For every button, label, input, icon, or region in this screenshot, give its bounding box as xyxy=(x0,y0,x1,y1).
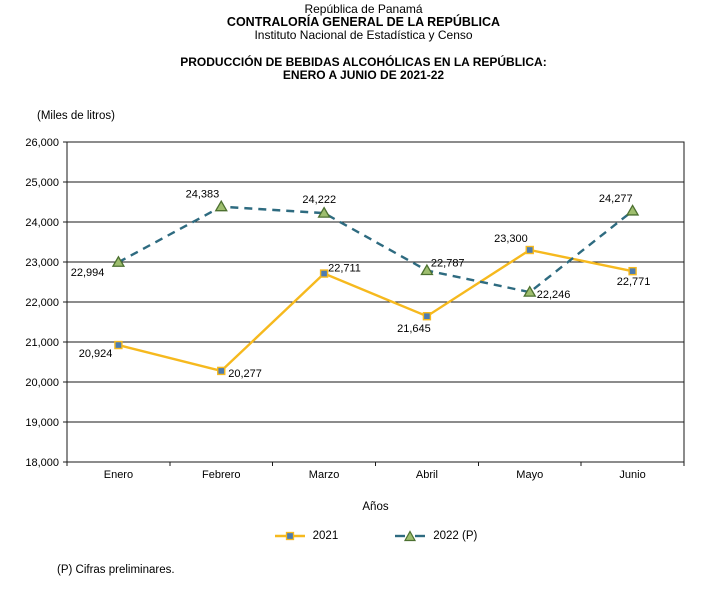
svg-text:22,994: 22,994 xyxy=(71,267,105,279)
institution-name: CONTRALORÍA GENERAL DE LA REPÚBLICA xyxy=(226,15,501,29)
country-name: República de Panamá xyxy=(304,2,423,16)
svg-text:21,645: 21,645 xyxy=(397,323,431,335)
svg-text:24,277: 24,277 xyxy=(599,193,633,205)
y-axis-title: (Miles de litros) xyxy=(37,110,115,122)
svg-text:24,383: 24,383 xyxy=(186,189,220,201)
svg-text:24,222: 24,222 xyxy=(302,194,336,206)
svg-text:20,000: 20,000 xyxy=(25,377,59,389)
svg-text:Febrero: Febrero xyxy=(202,469,241,481)
svg-text:22,771: 22,771 xyxy=(617,276,651,288)
svg-text:Enero: Enero xyxy=(104,469,133,481)
legend-label-2022: 2022 (P) xyxy=(433,530,478,542)
chart-title-line2: ENERO A JUNIO DE 2021-22 xyxy=(282,68,445,82)
svg-text:19,000: 19,000 xyxy=(25,417,59,429)
svg-text:22,787: 22,787 xyxy=(431,258,465,270)
report-header: República de Panamá CONTRALORÍA GENERAL … xyxy=(0,3,727,42)
svg-text:18,000: 18,000 xyxy=(25,457,59,469)
svg-text:21,000: 21,000 xyxy=(25,337,59,349)
svg-text:22,000: 22,000 xyxy=(25,297,59,309)
legend-item-2021: 2021 xyxy=(274,530,339,542)
svg-text:Junio: Junio xyxy=(619,469,645,481)
footnote: (P) Cifras preliminares. xyxy=(57,564,175,576)
svg-text:Marzo: Marzo xyxy=(309,469,340,481)
chart-title: PRODUCCIÓN DE BEBIDAS ALCOHÓLICAS EN LA … xyxy=(0,56,727,82)
svg-text:20,277: 20,277 xyxy=(228,368,262,380)
svg-text:26,000: 26,000 xyxy=(25,137,59,149)
svg-text:22,711: 22,711 xyxy=(328,263,361,275)
x-axis-title: Años xyxy=(362,501,389,513)
svg-text:Abril: Abril xyxy=(416,469,438,481)
legend-marker-2021-icon xyxy=(274,531,305,541)
department-name: Instituto Nacional de Estadística y Cens… xyxy=(254,28,473,42)
svg-text:20,924: 20,924 xyxy=(79,348,113,360)
svg-text:23,300: 23,300 xyxy=(494,233,528,245)
svg-text:23,000: 23,000 xyxy=(25,257,59,269)
svg-text:25,000: 25,000 xyxy=(25,177,59,189)
legend-item-2022: 2022 (P) xyxy=(394,530,477,542)
svg-text:Mayo: Mayo xyxy=(516,469,543,481)
legend-label-2021: 2021 xyxy=(312,530,339,542)
svg-text:22,246: 22,246 xyxy=(537,289,571,301)
legend-marker-2022-icon xyxy=(395,530,426,542)
chart-title-line1: PRODUCCIÓN DE BEBIDAS ALCOHÓLICAS EN LA … xyxy=(180,55,547,69)
chart-legend: 2021 2022 (P) xyxy=(67,530,684,542)
svg-text:24,000: 24,000 xyxy=(25,217,59,229)
